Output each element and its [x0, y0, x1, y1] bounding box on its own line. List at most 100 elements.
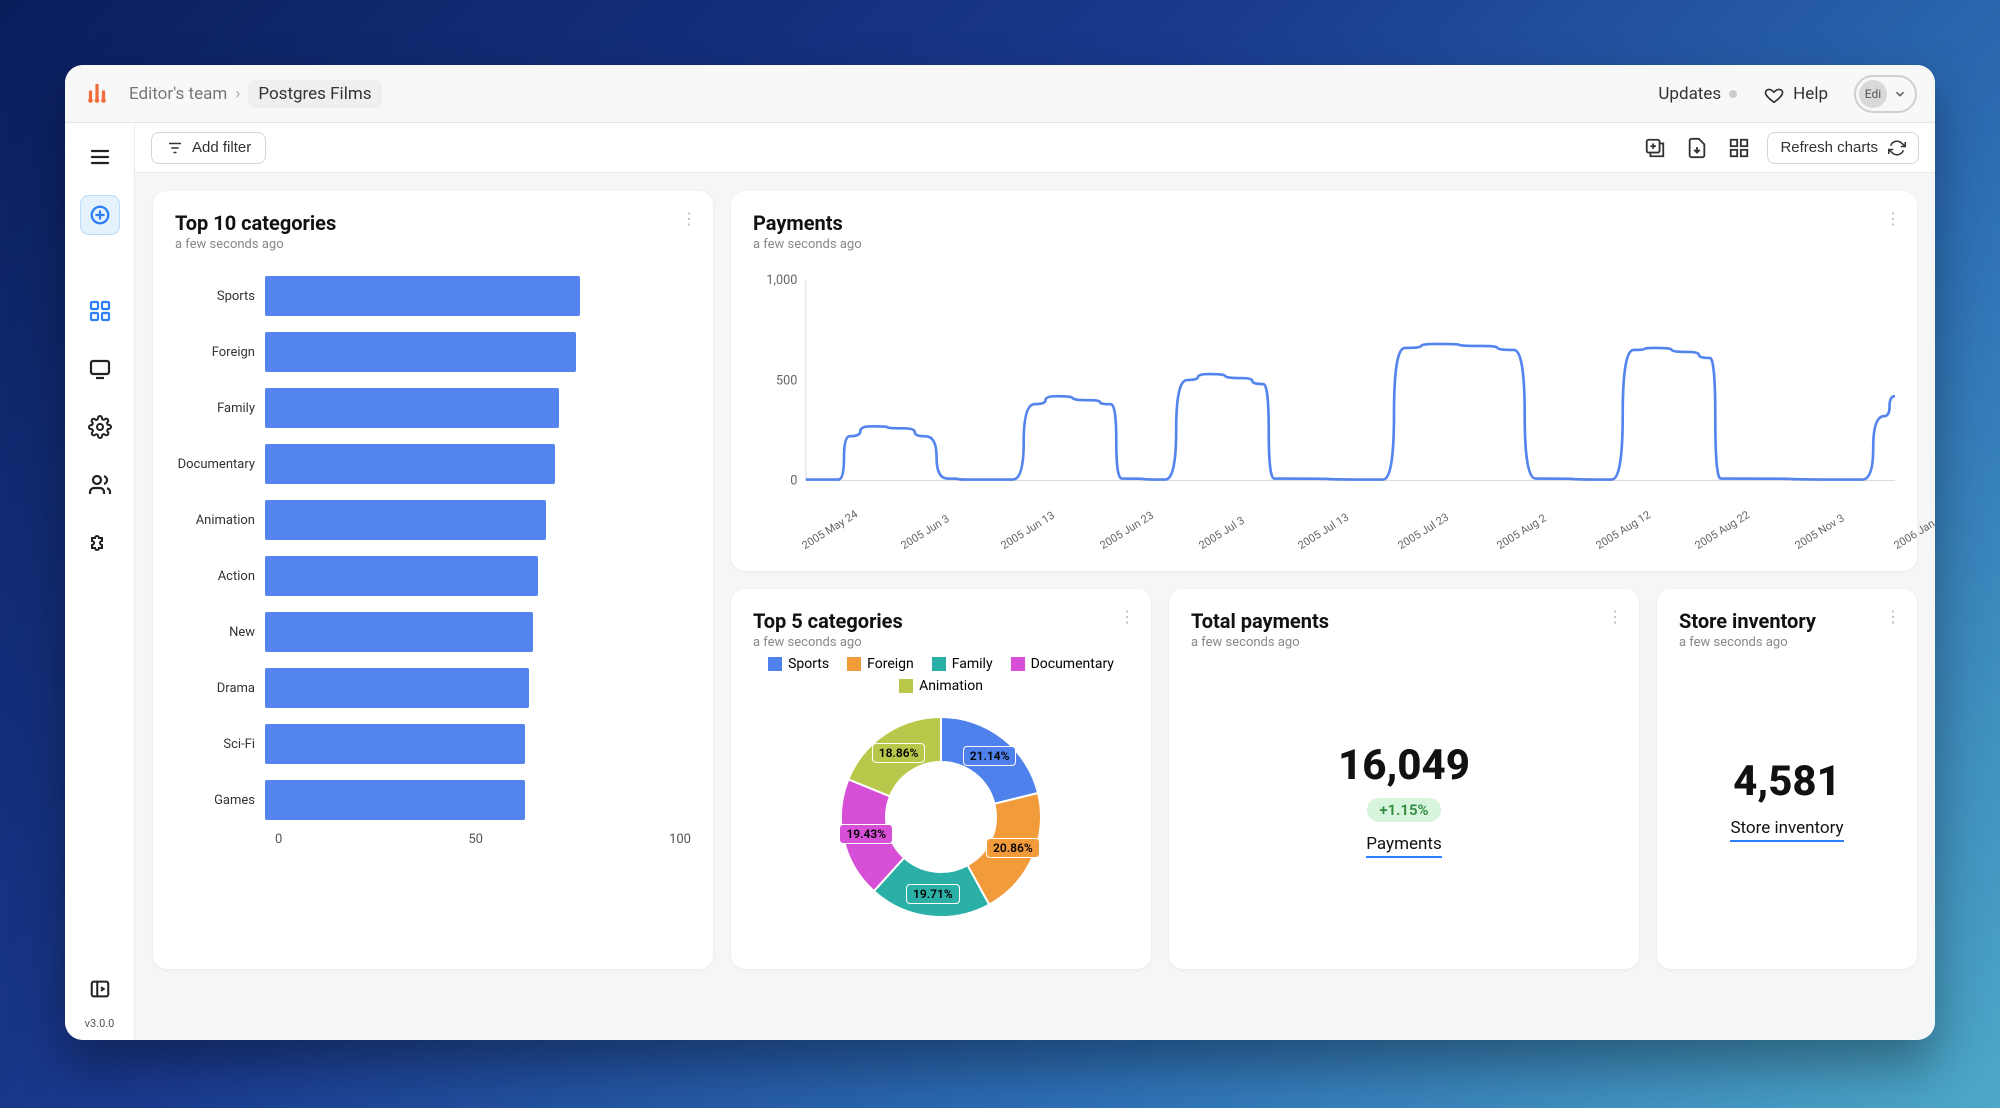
- bar-fill: [265, 724, 525, 764]
- delta-badge: +1.15%: [1367, 798, 1440, 822]
- filter-icon: [166, 139, 184, 157]
- pie-legend: SportsForeignFamilyDocumentaryAnimation: [753, 656, 1129, 694]
- version-label: v3.0.0: [85, 1017, 115, 1030]
- bar-label: Documentary: [175, 457, 265, 472]
- card-top5: ⋮ Top 5 categories a few seconds ago Spo…: [731, 589, 1151, 969]
- svg-text:0: 0: [790, 474, 797, 489]
- dashboard-grid: ⋮ Top 10 categories a few seconds ago Sp…: [135, 173, 1935, 1040]
- bar-label: Drama: [175, 681, 265, 696]
- card-title: Total payments: [1191, 609, 1617, 633]
- bar-chart: Sports Foreign Family Documentary Animation A…: [175, 268, 691, 949]
- bar-label: Sports: [175, 289, 265, 304]
- bar-row: Family: [175, 380, 691, 436]
- card-menu-icon[interactable]: ⋮: [1885, 607, 1901, 626]
- card-subtitle: a few seconds ago: [1191, 635, 1617, 650]
- bar-row: Documentary: [175, 436, 691, 492]
- card-menu-icon[interactable]: ⋮: [1607, 607, 1623, 626]
- updates-label: Updates: [1658, 84, 1721, 104]
- svg-text:1,000: 1,000: [766, 273, 797, 288]
- legend-item: Foreign: [847, 656, 914, 672]
- user-menu[interactable]: Edi: [1854, 75, 1917, 113]
- card-menu-icon[interactable]: ⋮: [681, 209, 697, 228]
- store-inventory-value: 4,581: [1733, 757, 1841, 806]
- card-title: Store inventory: [1679, 609, 1895, 633]
- add-chart-icon[interactable]: [1641, 134, 1669, 162]
- payments-link[interactable]: Payments: [1366, 834, 1441, 858]
- bar-fill: [265, 388, 559, 428]
- hamburger-menu-icon[interactable]: [80, 137, 120, 177]
- breadcrumb-page[interactable]: Postgres Films: [248, 80, 381, 108]
- sidebar-item-plugins[interactable]: [80, 523, 120, 563]
- card-payments: ⋮ Payments a few seconds ago 05001,000 2…: [731, 191, 1917, 571]
- status-dot-icon: [1729, 90, 1737, 98]
- card-menu-icon[interactable]: ⋮: [1885, 209, 1901, 228]
- card-top10: ⋮ Top 10 categories a few seconds ago Sp…: [153, 191, 713, 969]
- body: v3.0.0 Add filter Refresh charts: [65, 123, 1935, 1040]
- sidebar-item-settings[interactable]: [80, 407, 120, 447]
- breadcrumb-team[interactable]: Editor's team: [129, 84, 227, 104]
- card-total-payments: ⋮ Total payments a few seconds ago 16,04…: [1169, 589, 1639, 969]
- sidebar-collapse-icon[interactable]: [80, 969, 120, 1009]
- puzzle-icon: [88, 531, 112, 555]
- sidebar-item-dashboard[interactable]: [80, 291, 120, 331]
- sidebar-item-monitor[interactable]: [80, 349, 120, 389]
- refresh-charts-button[interactable]: Refresh charts: [1767, 132, 1919, 164]
- chevron-down-icon: [1893, 87, 1907, 101]
- bar-row: Animation: [175, 492, 691, 548]
- app-logo-icon: [83, 80, 111, 108]
- avatar: Edi: [1859, 80, 1887, 108]
- card-subtitle: a few seconds ago: [1679, 635, 1895, 650]
- card-subtitle: a few seconds ago: [753, 237, 1895, 252]
- add-filter-label: Add filter: [192, 139, 251, 156]
- bar-label: Foreign: [175, 345, 265, 360]
- svg-text:500: 500: [776, 373, 797, 388]
- bar-label: Sci-Fi: [175, 737, 265, 752]
- gear-icon: [88, 415, 112, 439]
- bar-row: Drama: [175, 660, 691, 716]
- sidebar-item-users[interactable]: [80, 465, 120, 505]
- add-button[interactable]: [80, 195, 120, 235]
- topbar-right: Updates Help Edi: [1658, 75, 1917, 113]
- bar-fill: [265, 276, 580, 316]
- total-payments-value: 16,049: [1338, 741, 1470, 790]
- add-filter-button[interactable]: Add filter: [151, 132, 266, 164]
- bar-fill: [265, 500, 546, 540]
- bar-label: Animation: [175, 513, 265, 528]
- card-store-inventory: ⋮ Store inventory a few seconds ago 4,58…: [1657, 589, 1917, 969]
- help-button[interactable]: Help: [1763, 83, 1828, 105]
- card-title: Top 10 categories: [175, 211, 691, 235]
- card-title: Top 5 categories: [753, 609, 1129, 633]
- updates-button[interactable]: Updates: [1658, 84, 1737, 104]
- line-chart: 05001,000 2005 May 242005 Jun 32005 Jun …: [753, 262, 1895, 551]
- store-inventory-link[interactable]: Store inventory: [1730, 818, 1843, 842]
- bar-row: Sci-Fi: [175, 716, 691, 772]
- grid-icon[interactable]: [1725, 134, 1753, 162]
- legend-item: Animation: [899, 678, 983, 694]
- legend-item: Family: [932, 656, 993, 672]
- download-icon[interactable]: [1683, 134, 1711, 162]
- toolbar: Add filter Refresh charts: [135, 123, 1935, 173]
- card-menu-icon[interactable]: ⋮: [1119, 607, 1135, 626]
- bar-row: New: [175, 604, 691, 660]
- app-window: Editor's team › Postgres Films Updates H…: [65, 65, 1935, 1040]
- bar-row: Sports: [175, 268, 691, 324]
- legend-item: Documentary: [1011, 656, 1114, 672]
- main: Add filter Refresh charts ⋮ Top 10 cate: [135, 123, 1935, 1040]
- bar-fill: [265, 332, 576, 372]
- bar-fill: [265, 780, 525, 820]
- topbar: Editor's team › Postgres Films Updates H…: [65, 65, 1935, 123]
- help-label: Help: [1793, 84, 1828, 104]
- bar-fill: [265, 612, 533, 652]
- bar-fill: [265, 444, 555, 484]
- bar-fill: [265, 556, 538, 596]
- bar-row: Action: [175, 548, 691, 604]
- bar-row: Foreign: [175, 324, 691, 380]
- sidebar: v3.0.0: [65, 123, 135, 1040]
- donut-chart: 21.14%20.86%19.71%19.43%18.86%: [826, 702, 1056, 932]
- row2: ⋮ Top 5 categories a few seconds ago Spo…: [731, 589, 1917, 969]
- card-title: Payments: [753, 211, 1895, 235]
- card-subtitle: a few seconds ago: [753, 635, 1129, 650]
- bar-label: Family: [175, 401, 265, 416]
- card-subtitle: a few seconds ago: [175, 237, 691, 252]
- bar-label: Games: [175, 793, 265, 808]
